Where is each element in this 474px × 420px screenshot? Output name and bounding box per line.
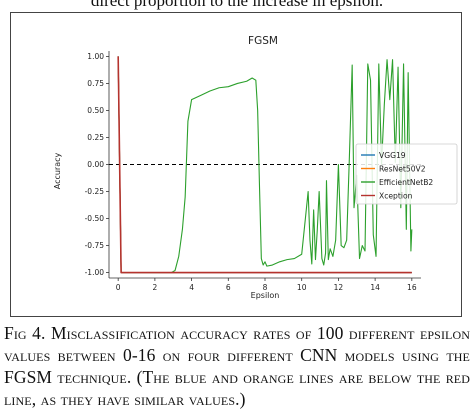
y-axis-label: Accuracy — [53, 152, 62, 189]
x-tick-label: 2 — [152, 283, 157, 292]
fgsm-chart: FGSM Epsilon Accuracy 0 2 4 6 8 10 12 14 161.000… — [53, 35, 458, 300]
legend-label: ResNet50V2 — [379, 165, 426, 174]
chart-title: FGSM — [248, 35, 278, 47]
x-tick-label: 6 — [226, 283, 231, 292]
legend-box — [355, 143, 458, 205]
caption-text: Misclassification accuracy rates of 100 … — [4, 323, 470, 409]
y-tick-label: 1.00 — [87, 52, 104, 61]
legend-label: Xception — [379, 192, 413, 201]
y-tick-label: 0.00 — [87, 160, 104, 169]
x-tick-label: 0 — [116, 283, 121, 292]
preceding-text: direct proportion to the increase in eps… — [90, 0, 384, 10]
x-tick-label: 14 — [370, 283, 380, 292]
y-tick-label: 0.50 — [87, 106, 104, 115]
x-tick-label: 10 — [297, 283, 307, 292]
legend-label: EfficientNetB2 — [379, 178, 433, 187]
y-tick-label: -0.75 — [85, 241, 105, 250]
y-tick-label: -0.50 — [85, 214, 105, 223]
chart-figure: FGSM Epsilon Accuracy 0 2 4 6 8 10 12 14 16 1.00 0… — [10, 12, 462, 317]
axes: 0 2 4 6 8 10 12 14 16 1.00 0.75 0.50 0.25 0.00 -0.25 -0… — [85, 51, 421, 292]
legend: VGG19 ResNet50V2 EfficientNetB2 Xception — [355, 143, 458, 205]
x-axis-label: Epsilon — [251, 291, 280, 300]
y-tick-label: 0.25 — [87, 133, 104, 142]
figure-caption: Fig 4. Misclassification accuracy rates … — [4, 322, 470, 410]
x-tick-label: 8 — [263, 283, 268, 292]
x-tick-label: 4 — [189, 283, 194, 292]
series-line-xception — [117, 56, 412, 274]
x-tick-label: 16 — [407, 283, 417, 292]
y-tick-label: -0.25 — [85, 187, 105, 196]
caption-label: Fig 4. — [4, 323, 46, 343]
series-lines — [117, 56, 413, 274]
y-tick-label: 0.75 — [87, 79, 104, 88]
y-tick-label: -1.00 — [85, 268, 105, 277]
x-tick-label: 12 — [334, 283, 344, 292]
legend-label: VGG19 — [379, 151, 406, 160]
